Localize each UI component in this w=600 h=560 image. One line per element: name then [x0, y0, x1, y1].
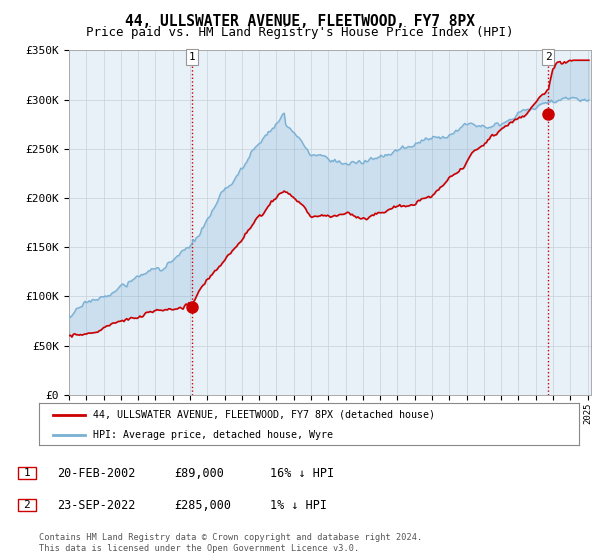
Text: 23-SEP-2022: 23-SEP-2022	[57, 498, 136, 512]
Text: £89,000: £89,000	[174, 466, 224, 480]
Text: 1: 1	[189, 52, 196, 62]
Text: Contains HM Land Registry data © Crown copyright and database right 2024.
This d: Contains HM Land Registry data © Crown c…	[39, 533, 422, 553]
Text: 1% ↓ HPI: 1% ↓ HPI	[270, 498, 327, 512]
Text: £285,000: £285,000	[174, 498, 231, 512]
Text: 16% ↓ HPI: 16% ↓ HPI	[270, 466, 334, 480]
Text: 2: 2	[545, 52, 551, 62]
Text: 44, ULLSWATER AVENUE, FLEETWOOD, FY7 8PX: 44, ULLSWATER AVENUE, FLEETWOOD, FY7 8PX	[125, 14, 475, 29]
Text: Price paid vs. HM Land Registry's House Price Index (HPI): Price paid vs. HM Land Registry's House …	[86, 26, 514, 39]
Text: 44, ULLSWATER AVENUE, FLEETWOOD, FY7 8PX (detached house): 44, ULLSWATER AVENUE, FLEETWOOD, FY7 8PX…	[93, 410, 435, 420]
Text: HPI: Average price, detached house, Wyre: HPI: Average price, detached house, Wyre	[93, 430, 333, 440]
Text: 1: 1	[23, 468, 31, 478]
Text: 20-FEB-2002: 20-FEB-2002	[57, 466, 136, 480]
Text: 2: 2	[23, 500, 31, 510]
